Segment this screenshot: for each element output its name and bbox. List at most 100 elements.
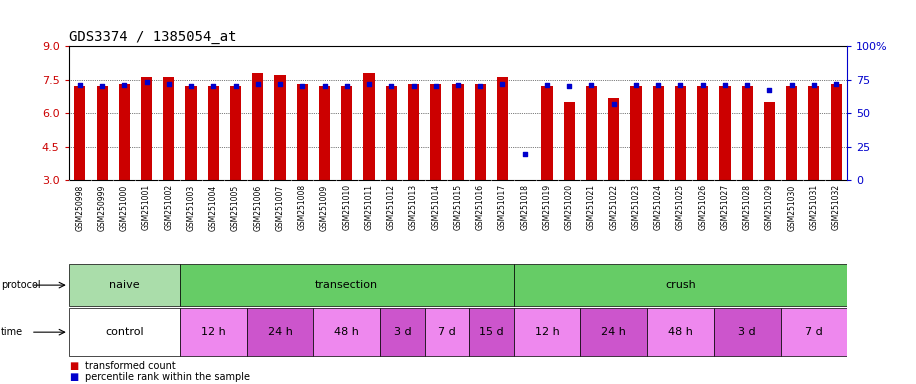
Text: 3 d: 3 d bbox=[738, 327, 756, 337]
Bar bbox=[163, 78, 174, 180]
Text: 12 h: 12 h bbox=[201, 327, 225, 337]
Text: GSM251012: GSM251012 bbox=[387, 184, 396, 230]
Bar bbox=[96, 86, 108, 180]
Point bbox=[206, 83, 221, 89]
Point bbox=[695, 82, 710, 88]
Text: GSM250998: GSM250998 bbox=[75, 184, 84, 230]
Point bbox=[628, 82, 643, 88]
Point bbox=[784, 82, 799, 88]
Point bbox=[184, 83, 199, 89]
Point bbox=[540, 82, 554, 88]
Text: GSM251007: GSM251007 bbox=[276, 184, 285, 230]
Bar bbox=[69, 308, 180, 356]
Bar bbox=[408, 84, 419, 180]
Text: GSM251005: GSM251005 bbox=[231, 184, 240, 230]
Text: ■: ■ bbox=[69, 372, 78, 382]
Point bbox=[295, 83, 310, 89]
Bar bbox=[647, 308, 714, 356]
Text: GSM251026: GSM251026 bbox=[698, 184, 707, 230]
Bar bbox=[230, 86, 241, 180]
Text: crush: crush bbox=[665, 280, 696, 290]
Bar bbox=[341, 86, 353, 180]
Text: ■: ■ bbox=[69, 361, 78, 371]
Bar bbox=[474, 84, 485, 180]
Point bbox=[473, 83, 487, 89]
Bar bbox=[74, 86, 85, 180]
Point bbox=[273, 81, 288, 87]
Text: GSM251029: GSM251029 bbox=[765, 184, 774, 230]
Bar bbox=[364, 73, 375, 180]
Bar bbox=[119, 84, 130, 180]
Bar bbox=[808, 86, 820, 180]
Text: transformed count: transformed count bbox=[85, 361, 176, 371]
Point bbox=[518, 151, 532, 157]
Text: GSM251011: GSM251011 bbox=[365, 184, 374, 230]
Text: GSM251006: GSM251006 bbox=[254, 184, 262, 230]
Text: GDS3374 / 1385054_at: GDS3374 / 1385054_at bbox=[69, 30, 236, 44]
Text: 3 d: 3 d bbox=[394, 327, 411, 337]
Point bbox=[829, 81, 844, 87]
Text: GSM251008: GSM251008 bbox=[298, 184, 307, 230]
Text: percentile rank within the sample: percentile rank within the sample bbox=[85, 372, 250, 382]
Bar bbox=[180, 308, 246, 356]
Text: GSM251000: GSM251000 bbox=[120, 184, 129, 230]
Bar bbox=[275, 75, 286, 180]
Point bbox=[496, 81, 510, 87]
Point bbox=[673, 82, 688, 88]
Bar bbox=[319, 86, 330, 180]
Bar bbox=[246, 308, 313, 356]
Point bbox=[762, 88, 777, 94]
Text: GSM251004: GSM251004 bbox=[209, 184, 218, 230]
Bar bbox=[514, 264, 847, 306]
Bar bbox=[69, 264, 180, 306]
Bar bbox=[313, 308, 380, 356]
Bar bbox=[563, 102, 575, 180]
Text: 7 d: 7 d bbox=[438, 327, 456, 337]
Bar bbox=[496, 78, 508, 180]
Point bbox=[161, 81, 176, 87]
Bar bbox=[386, 86, 397, 180]
Bar bbox=[675, 86, 686, 180]
Point bbox=[429, 83, 443, 89]
Text: transection: transection bbox=[315, 280, 378, 290]
Text: GSM251010: GSM251010 bbox=[343, 184, 351, 230]
Bar bbox=[252, 73, 263, 180]
Text: GSM251019: GSM251019 bbox=[542, 184, 551, 230]
Text: GSM251030: GSM251030 bbox=[787, 184, 796, 230]
Bar bbox=[180, 264, 514, 306]
Text: GSM251013: GSM251013 bbox=[409, 184, 418, 230]
Bar bbox=[719, 86, 730, 180]
Text: GSM251025: GSM251025 bbox=[676, 184, 685, 230]
Point bbox=[606, 101, 621, 107]
Text: GSM251003: GSM251003 bbox=[187, 184, 195, 230]
Point bbox=[740, 82, 755, 88]
Point bbox=[317, 83, 332, 89]
Bar bbox=[630, 86, 641, 180]
Bar bbox=[141, 78, 152, 180]
Text: GSM251028: GSM251028 bbox=[743, 184, 752, 230]
Point bbox=[228, 83, 243, 89]
Text: GSM251022: GSM251022 bbox=[609, 184, 618, 230]
Text: protocol: protocol bbox=[1, 280, 40, 290]
Text: GSM251015: GSM251015 bbox=[453, 184, 463, 230]
Text: 48 h: 48 h bbox=[334, 327, 359, 337]
Bar bbox=[608, 98, 619, 180]
Bar bbox=[764, 102, 775, 180]
Point bbox=[362, 81, 376, 87]
Bar bbox=[586, 86, 597, 180]
Text: GSM250999: GSM250999 bbox=[98, 184, 106, 231]
Point bbox=[807, 82, 822, 88]
Text: 24 h: 24 h bbox=[267, 327, 292, 337]
Bar bbox=[742, 86, 753, 180]
Bar bbox=[431, 84, 442, 180]
Point bbox=[117, 82, 132, 88]
Text: GSM251017: GSM251017 bbox=[498, 184, 507, 230]
Point bbox=[384, 83, 398, 89]
Text: GSM251001: GSM251001 bbox=[142, 184, 151, 230]
Bar bbox=[780, 308, 847, 356]
Text: 12 h: 12 h bbox=[535, 327, 560, 337]
Bar bbox=[541, 86, 552, 180]
Text: 48 h: 48 h bbox=[668, 327, 692, 337]
Point bbox=[717, 82, 732, 88]
Bar bbox=[453, 84, 463, 180]
